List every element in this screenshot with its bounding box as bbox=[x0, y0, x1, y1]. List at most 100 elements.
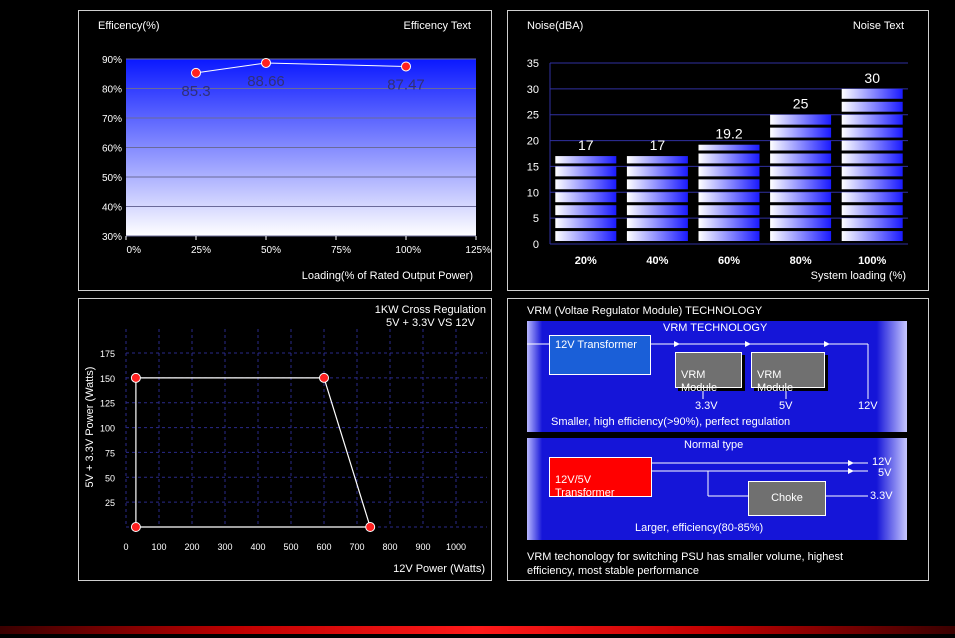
noise-bar-segment bbox=[841, 88, 903, 99]
cross-y-tick: 75 bbox=[105, 448, 115, 458]
noise-bar-segment bbox=[770, 218, 832, 229]
cross-x-tick: 300 bbox=[217, 542, 232, 552]
noise-bar-segment bbox=[555, 156, 617, 164]
cross-y-tick: 175 bbox=[100, 349, 115, 359]
vrm-bottom-caption: Larger, efficiency(80-85%) bbox=[635, 522, 764, 534]
noise-y-tick: 30 bbox=[527, 84, 539, 96]
noise-bar-segment bbox=[698, 179, 760, 190]
noise-bar-segment bbox=[770, 127, 832, 138]
cross-title-line1: 1KW Cross Regulation bbox=[374, 304, 486, 316]
noise-data-label: 17 bbox=[650, 137, 666, 153]
efficiency-y-tick: 40% bbox=[102, 203, 122, 214]
noise-bar-segment bbox=[841, 231, 903, 241]
noise-y-tick: 35 bbox=[527, 58, 539, 70]
noise-bar-segment bbox=[555, 166, 617, 177]
noise-bar-segment bbox=[841, 153, 903, 164]
efficiency-y-tick: 60% bbox=[102, 144, 122, 155]
noise-bar-segment bbox=[555, 231, 617, 241]
vrm-out-5v: 5V bbox=[779, 400, 793, 412]
efficiency-chart: 30% 40% 50% 60% 70% 80% 90% 0% 25% 50% 75% 100% 125… bbox=[102, 55, 491, 256]
noise-bar-segment bbox=[841, 127, 903, 138]
vrm-normal-12v: 12V bbox=[872, 456, 892, 468]
noise-y-tick: 15 bbox=[527, 161, 539, 173]
noise-bar-segment bbox=[698, 231, 760, 241]
noise-chart: 0 5 10 15 20 25 30 35 17 17 19.2 25 30 20% 40% 60% 80%… bbox=[527, 58, 908, 267]
cross-x-tick: 1000 bbox=[446, 542, 466, 552]
noise-bar-segment bbox=[555, 192, 617, 203]
efficiency-x-tick: 125% bbox=[465, 245, 491, 256]
noise-bar-segment bbox=[698, 205, 760, 216]
cross-point bbox=[130, 522, 141, 532]
noise-bar-segment bbox=[555, 205, 617, 216]
noise-bar-segment bbox=[770, 179, 832, 190]
cross-regulation-chart: 25 50 75 100 125 150 175 0 100 200 300 400 500 600 70… bbox=[84, 329, 487, 552]
vrm-bottom-arrows bbox=[848, 460, 854, 474]
noise-xlabel: System loading (%) bbox=[810, 270, 906, 282]
cross-x-tick: 200 bbox=[184, 542, 199, 552]
efficiency-y-tick: 70% bbox=[102, 114, 122, 125]
efficiency-point bbox=[261, 57, 271, 68]
vrm-12v-transformer-label: 12V Transformer bbox=[555, 339, 637, 351]
noise-bar-segment bbox=[841, 166, 903, 177]
efficiency-x-tick: 50% bbox=[261, 245, 281, 256]
efficiency-y-tick: 30% bbox=[102, 232, 122, 243]
cross-xlabel: 12V Power (Watts) bbox=[393, 563, 485, 575]
cross-x-tick: 800 bbox=[382, 542, 397, 552]
noise-bar-segment bbox=[698, 192, 760, 203]
vrm-top-arrows bbox=[674, 341, 830, 347]
efficiency-title: Efficency(%) bbox=[98, 20, 160, 32]
cross-x-tick: 900 bbox=[415, 542, 430, 552]
noise-bar-segment bbox=[698, 144, 760, 151]
noise-bar-segment bbox=[770, 153, 832, 164]
noise-bar-segment bbox=[770, 231, 832, 241]
noise-y-tick: 5 bbox=[533, 213, 539, 225]
vrm-bottom-wiring bbox=[652, 462, 868, 497]
cross-ylabel: 5V + 3.3V Power (Watts) bbox=[84, 367, 96, 488]
noise-bar-segment bbox=[841, 179, 903, 190]
noise-bar-segment bbox=[841, 218, 903, 229]
noise-bar-segment bbox=[770, 205, 832, 216]
cross-x-tick: 600 bbox=[316, 542, 331, 552]
efficiency-data-label: 88.66 bbox=[247, 73, 285, 90]
vrm-normal-3v3: 3.3V bbox=[870, 490, 893, 502]
efficiency-x-tick: 0% bbox=[127, 245, 142, 256]
noise-bar-segment bbox=[841, 101, 903, 112]
noise-bar-segment bbox=[841, 205, 903, 216]
efficiency-x-tick: 100% bbox=[395, 245, 421, 256]
efficiency-point bbox=[191, 67, 201, 78]
noise-y-tick: 10 bbox=[527, 187, 539, 199]
noise-bar-segment bbox=[770, 114, 832, 125]
noise-bar-segment bbox=[841, 192, 903, 203]
noise-bar-segment bbox=[555, 179, 617, 190]
efficiency-xlabel: Loading(% of Rated Output Power) bbox=[301, 270, 473, 282]
noise-bar-segment bbox=[841, 114, 903, 125]
noise-y-tick: 0 bbox=[533, 239, 539, 251]
efficiency-point bbox=[401, 61, 411, 72]
vrm-out-3v3: 3.3V bbox=[695, 400, 718, 412]
noise-bar-segment bbox=[626, 192, 688, 203]
vrm-bottom-heading: Normal type bbox=[684, 439, 744, 451]
noise-title: Noise(dBA) bbox=[527, 20, 584, 32]
cross-y-tick: 50 bbox=[105, 473, 115, 483]
vrm-description-line2: efficiency, most stable performance bbox=[527, 565, 700, 577]
cross-x-tick: 0 bbox=[123, 542, 128, 552]
noise-bar-segment bbox=[626, 205, 688, 216]
noise-bar-segment bbox=[698, 153, 760, 164]
vrm-title: VRM (Voltae Regulator Module) TECHNOLOGY bbox=[527, 305, 763, 317]
cross-x-tick: 100 bbox=[151, 542, 166, 552]
vrm-module-1-label: VRM Module bbox=[681, 369, 718, 394]
vrm-top-heading: VRM TECHNOLOGY bbox=[663, 322, 768, 334]
efficiency-y-tick: 90% bbox=[102, 55, 122, 66]
cross-title-line2: 5V + 3.3V VS 12V bbox=[386, 317, 475, 329]
cross-x-tick: 500 bbox=[283, 542, 298, 552]
vrm-normal-5v: 5V bbox=[878, 467, 892, 479]
vrm-panel: VRM (Voltae Regulator Module) TECHNOLOGY bbox=[507, 298, 929, 581]
cross-point bbox=[319, 372, 329, 383]
cross-point bbox=[365, 522, 376, 532]
vrm-mixed-transformer-label: 12V/5V Transformer bbox=[555, 474, 615, 499]
vrm-12v-transformer: 12V Transformer bbox=[549, 335, 651, 375]
efficiency-x-tick: 75% bbox=[331, 245, 351, 256]
efficiency-x-tick: 25% bbox=[191, 245, 211, 256]
noise-bar-segment bbox=[626, 218, 688, 229]
cross-x-tick: 700 bbox=[349, 542, 364, 552]
